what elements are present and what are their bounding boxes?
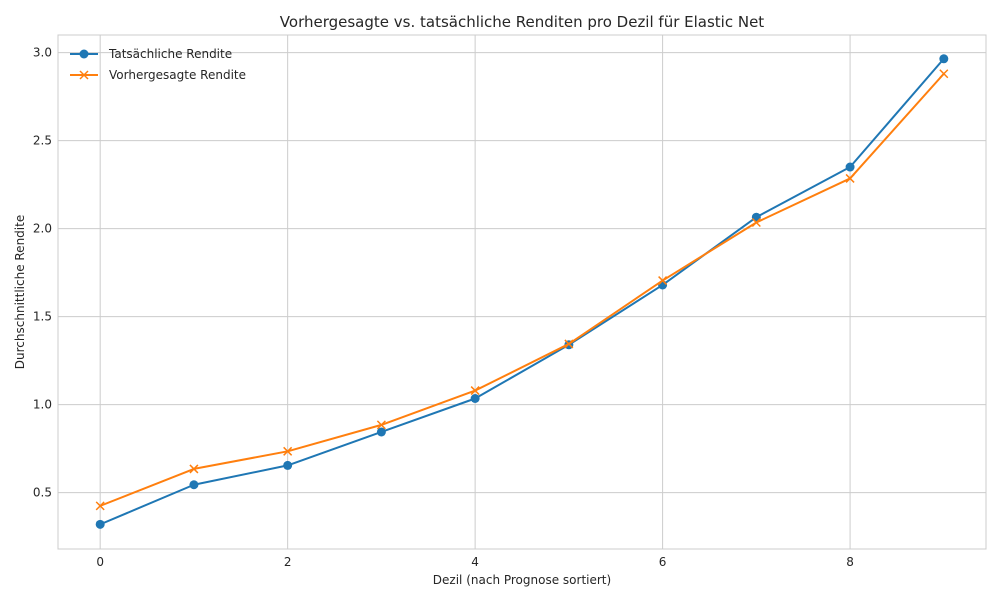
legend-marker-circle [79,49,89,59]
grid-lines [58,35,986,549]
data-point-predicted [845,173,855,183]
data-point-predicted [283,446,293,456]
data-point-predicted [189,464,199,474]
tick-labels: 0 2 4 6 8 0.5 1.0 1.5 2.0 2.5 3.0 [33,46,854,569]
y-tick-label: 0.5 [33,486,52,500]
y-tick-label: 1.5 [33,310,52,324]
x-tick-label: 0 [96,555,104,569]
data-point-predicted [939,69,949,79]
series-layer [95,54,949,529]
x-tick-label: 2 [284,555,292,569]
data-point-predicted [564,339,574,349]
data-point-predicted [658,276,668,286]
x-tick-label: 6 [659,555,667,569]
plot-area [58,35,986,549]
series-line-actual [99,58,945,526]
plot-frame [57,34,987,550]
y-tick-label: 1.0 [33,398,52,412]
data-point-actual [283,460,293,470]
data-point-actual [845,162,855,172]
data-point-predicted [470,386,480,396]
x-axis-title: Dezil (nach Prognose sortiert) [433,573,611,587]
y-tick-label: 3.0 [33,46,52,60]
chart-title: Vorhergesagte vs. tatsächliche Renditen … [280,13,765,31]
y-tick-label: 2.5 [33,134,52,148]
legend-label-predicted: Vorhergesagte Rendite [109,68,246,82]
data-point-actual [939,54,949,64]
y-tick-label: 2.0 [33,222,52,236]
data-point-predicted [751,217,761,227]
data-point-actual [95,519,105,529]
y-axis-title: Durchschnittliche Rendite [13,215,27,369]
data-point-actual [376,427,386,437]
data-point-predicted [376,420,386,430]
x-tick-label: 4 [471,555,479,569]
legend-label-actual: Tatsächliche Rendite [108,47,232,61]
series-line-predicted [99,73,945,507]
legend-marker-x [79,70,89,80]
data-point-predicted [95,501,105,511]
x-tick-label: 8 [846,555,854,569]
data-point-actual [470,393,480,403]
data-point-actual [189,480,199,490]
legend: Tatsächliche Rendite Vorhergesagte Rendi… [70,47,246,82]
